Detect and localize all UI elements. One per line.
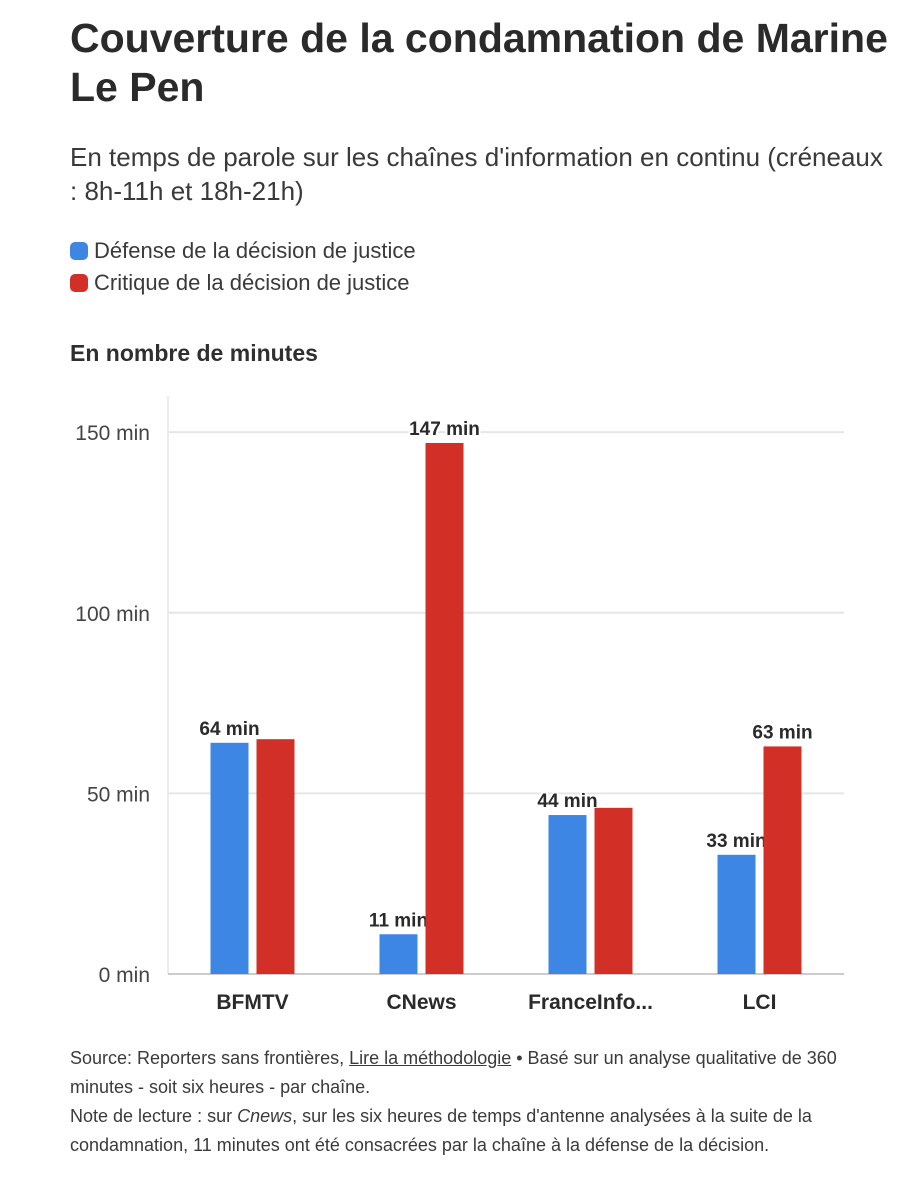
legend-item-critique: Critique de la décision de justice [70, 267, 416, 299]
bar-defense [548, 815, 587, 974]
data-label: 44 min [537, 791, 597, 812]
data-label: 11 min [369, 910, 428, 931]
x-category-label: LCI [743, 991, 777, 1014]
bar-critique [425, 442, 464, 974]
legend-label-defense: Défense de la décision de justice [94, 238, 416, 263]
legend-swatch-defense [70, 242, 88, 260]
note-channel: Cnews [237, 1106, 293, 1126]
unit-label: En nombre de minutes [70, 340, 318, 366]
legend-item-defense: Défense de la décision de justice [70, 235, 416, 267]
data-label: 33 min [706, 831, 766, 852]
x-category-label: CNews [386, 991, 456, 1014]
bar-critique [256, 739, 295, 974]
y-tick-label: 150 min [75, 422, 150, 445]
bar-defense [717, 854, 756, 974]
bar-chart: 0 min 50 min 100 min 150 min 64 min BFMTV 11 m… [75, 396, 844, 1014]
legend-label-critique: Critique de la décision de justice [94, 270, 410, 295]
reading-note: Note de lecture : sur Cnews, sur les six… [70, 1102, 860, 1160]
chart-title: Couverture de la condamnation de Marine … [70, 15, 888, 110]
data-label: 147 min [409, 419, 480, 440]
y-tick-label: 50 min [87, 783, 150, 806]
source-prefix: Source: Reporters sans frontières, [70, 1048, 350, 1068]
source-line: Source: Reporters sans frontières, Lire … [70, 1044, 860, 1102]
methodology-link[interactable]: Lire la méthodologie [349, 1048, 512, 1068]
legend-swatch-critique [70, 274, 88, 292]
bar-critique [594, 807, 633, 974]
chart-footer: Source: Reporters sans frontières, Lire … [70, 1044, 860, 1160]
note-prefix: Note de lecture : sur [70, 1106, 238, 1126]
x-category-label: FranceInfo... [528, 991, 653, 1014]
data-label: 64 min [199, 719, 259, 740]
note-suffix: , sur les six heures de temps d'antenne … [70, 1106, 812, 1155]
source-suffix: • Basé sur un analyse qualitative de 360… [70, 1048, 837, 1097]
y-tick-label: 100 min [75, 603, 150, 626]
bar-defense [379, 934, 418, 974]
data-label: 63 min [752, 722, 812, 743]
chart-subtitle: En temps de parole sur les chaînes d'inf… [70, 142, 883, 206]
legend: Défense de la décision de justice Critiq… [70, 235, 416, 299]
bar-critique [763, 746, 802, 974]
x-category-label: BFMTV [216, 991, 288, 1014]
y-tick-label: 0 min [99, 964, 150, 987]
bar-defense [210, 742, 249, 974]
